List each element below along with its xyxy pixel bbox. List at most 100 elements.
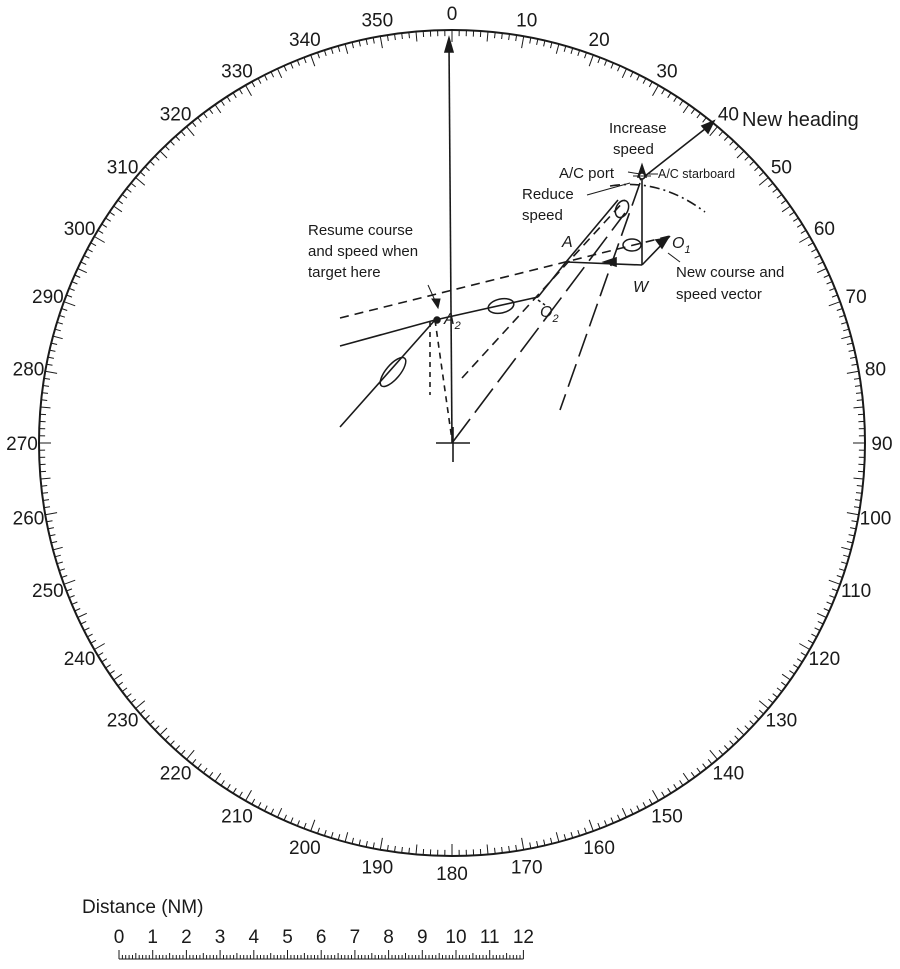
bearing-tick [117, 199, 123, 205]
bearing-tick [97, 652, 104, 657]
bearing-label-20: 20 [589, 30, 610, 51]
bearing-tick [846, 342, 853, 345]
bearing-tick [780, 199, 787, 205]
bearing-tick [529, 37, 532, 44]
bearing-tick [584, 827, 587, 834]
bearing-tick [139, 171, 146, 177]
bearing-tick [164, 145, 170, 151]
bearing-label-190: 190 [361, 858, 393, 879]
bearing-tick [94, 236, 105, 243]
ac-port-label: A/C port [559, 165, 615, 182]
bearing-tick [203, 112, 208, 119]
bearing-tick [508, 33, 510, 41]
bearing-tick [829, 287, 836, 291]
bearing-tick [83, 627, 90, 631]
resume-label-3: target here [308, 264, 381, 281]
bearing-tick [853, 377, 860, 380]
bearing-tick [673, 784, 678, 790]
bearing-tick [379, 837, 383, 850]
bearing-tick [59, 314, 66, 318]
bearing-tick [121, 194, 128, 199]
bearing-tick [401, 846, 403, 853]
bearing-tick [817, 261, 824, 266]
o2-base: O [540, 304, 552, 321]
bearing-label-130: 130 [766, 710, 798, 731]
bearing-tick [823, 608, 830, 612]
bearing-tick [40, 406, 51, 409]
bearing-label-270: 270 [6, 434, 38, 455]
bearing-tick [718, 749, 724, 756]
bearing-label-30: 30 [656, 62, 677, 83]
bearing-label-280: 280 [13, 359, 45, 380]
bearing-tick [501, 33, 503, 40]
bearing-tick [401, 33, 403, 40]
bearing-tick [642, 78, 647, 84]
bearing-tick [415, 31, 418, 42]
bearing-tick [45, 370, 58, 374]
bearing-tick [709, 749, 718, 760]
bearing-tick [734, 145, 740, 151]
bearing-tick [816, 612, 827, 618]
bearing-label-150: 150 [651, 806, 683, 827]
point-o1-label: O1 [672, 235, 691, 256]
bearing-tick [604, 59, 608, 66]
bearing-label-60: 60 [814, 219, 835, 240]
bearing-tick [277, 68, 283, 79]
bearing-tick [772, 188, 778, 193]
bearing-tick [372, 37, 375, 44]
bearing-tick [744, 725, 750, 731]
bearing-tick [101, 223, 108, 228]
bearing-tick [303, 822, 307, 829]
bearing-tick [843, 554, 850, 558]
bearing-label-80: 80 [865, 359, 886, 380]
bearing-tick [661, 791, 666, 798]
bearing-tick [851, 363, 858, 366]
bearing-label-50: 50 [771, 158, 792, 179]
bearing-tick [843, 328, 850, 332]
bearing-tick [87, 248, 93, 253]
bearing-tick [226, 784, 231, 790]
o2-dashed-line [537, 299, 546, 306]
bearing-tick [139, 709, 146, 715]
bearing-tick [197, 763, 202, 769]
increase-speed-label: speed [613, 141, 654, 158]
bearing-tick [838, 314, 845, 318]
bearing-tick [555, 832, 560, 843]
plot-construction [339, 35, 716, 462]
port-arrow [627, 171, 641, 175]
bearing-tick [290, 62, 294, 69]
bearing-tick [105, 664, 111, 669]
relative-motion-line-2 [537, 261, 567, 298]
distance-label-4: 4 [249, 927, 260, 948]
bearing-tick [781, 673, 791, 681]
bearing-tick [379, 36, 383, 49]
bearing-tick [372, 842, 375, 849]
bearing-tick [109, 670, 115, 675]
bearing-tick [42, 499, 50, 501]
bearing-tick [841, 546, 852, 551]
new-heading-label: New heading [742, 109, 859, 131]
bearing-tick [709, 126, 718, 137]
bearing-tick [74, 274, 81, 278]
bearing-tick [831, 588, 838, 592]
target-echoes [379, 199, 642, 388]
bearing-tick [494, 32, 496, 39]
bearing-tick [673, 96, 678, 102]
point-o2-label: O2 [540, 304, 559, 325]
bearing-tick [203, 767, 208, 774]
bearing-tick [270, 71, 275, 78]
bearing-tick [836, 308, 843, 311]
bearing-tick [486, 31, 489, 42]
bearing-label-320: 320 [160, 105, 192, 126]
bearing-label-40: 40 [718, 105, 739, 126]
bearing-tick [723, 745, 729, 751]
bearing-tick [415, 844, 418, 855]
bearing-tick [45, 512, 58, 516]
bearing-tick [588, 819, 594, 832]
bearing-tick [853, 406, 864, 409]
new-course-label-2: speed vector [676, 286, 762, 303]
bearing-tick [323, 50, 327, 57]
bearing-tick [337, 45, 341, 52]
bearing-tick [191, 758, 197, 765]
bearing-tick [767, 698, 774, 704]
